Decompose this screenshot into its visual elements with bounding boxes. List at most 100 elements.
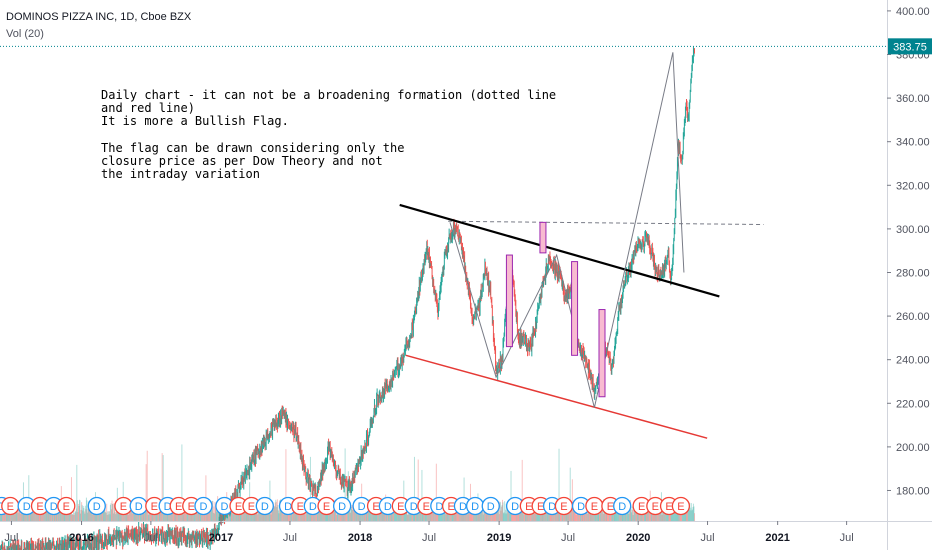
- volume-bar: [211, 500, 213, 521]
- volume-bar: [290, 509, 292, 521]
- volume-bar: [66, 513, 68, 521]
- volume-bar: [648, 508, 650, 521]
- event-marker-e: [57, 496, 76, 516]
- volume-bar: [252, 510, 254, 521]
- volume-bar: [177, 511, 179, 521]
- volume-bar: [72, 513, 74, 521]
- volume-bar: [353, 503, 355, 521]
- event-marker-label: E: [297, 501, 304, 513]
- volume-bar: [85, 497, 87, 521]
- x-tick-label: 2021: [765, 532, 789, 544]
- volume-bar: [181, 444, 183, 521]
- volume-bar: [479, 512, 481, 521]
- volume-bar: [253, 509, 255, 521]
- y-tick-label: 280.00: [896, 267, 930, 279]
- volume-bar: [484, 507, 486, 521]
- volume-bar: [110, 509, 112, 521]
- volume-bar: [588, 512, 590, 521]
- volume-bar: [76, 500, 78, 521]
- volume-bar: [66, 514, 68, 521]
- annotation-text[interactable]: Daily chart - it can not be a broadening…: [101, 88, 557, 182]
- volume-bar: [145, 509, 147, 521]
- volume-bar: [655, 509, 657, 521]
- volume-bar: [22, 511, 24, 521]
- volume-bar: [600, 510, 602, 521]
- volume-indicator-label[interactable]: Vol (20): [6, 28, 44, 40]
- volume-bar: [360, 513, 362, 521]
- volume-bar: [197, 508, 199, 521]
- earnings-dividend-markers[interactable]: DEDEDEDEDEDEEDDEEDDEDEDDEDEDEDEDDDDEEDED…: [0, 496, 691, 516]
- volume-bar: [564, 511, 566, 521]
- volume-bar: [6, 508, 8, 521]
- volume-bar: [207, 513, 209, 521]
- volume-bar: [489, 513, 491, 521]
- last-price-label: 383.75: [893, 41, 927, 53]
- event-marker-label: D: [618, 501, 626, 513]
- volume-bar: [358, 512, 360, 521]
- volume-bar: [40, 514, 42, 521]
- volume-bar: [546, 513, 548, 521]
- trend-drawings: [399, 52, 764, 439]
- volume-bar: [260, 512, 262, 521]
- volume-bar: [153, 509, 155, 521]
- volume-bar: [613, 514, 615, 521]
- volume-bar: [88, 501, 90, 521]
- event-marker-label: E: [423, 501, 430, 513]
- volume-bar: [437, 512, 439, 521]
- volume-bar: [475, 512, 477, 521]
- volume-bar: [675, 512, 677, 521]
- volume-bar: [489, 513, 491, 521]
- volume-bar: [444, 507, 446, 521]
- volume-bar: [503, 513, 505, 521]
- volume-bar: [282, 514, 284, 521]
- volume-bar: [276, 499, 278, 521]
- event-marker-label: D: [261, 501, 269, 513]
- time-axis[interactable]: Jul 2016 Jul 2017 Jul 2018 Jul 2019 Jul 2020 Jul 20…: [4, 521, 854, 544]
- volume-bar: [481, 505, 483, 521]
- volume-bar: [212, 501, 214, 521]
- price-axis[interactable]: 180.00 200.00 220.00 240.00 260.00 280.00 300.…: [887, 6, 930, 498]
- volume-bar: [103, 508, 105, 521]
- volume-bar: [336, 514, 338, 521]
- volume-bar: [178, 513, 180, 521]
- event-marker-label: D: [23, 501, 31, 513]
- volume-bar: [184, 508, 186, 521]
- volume-bar: [341, 510, 343, 521]
- volume-bar: [671, 509, 673, 521]
- volume-bar: [658, 509, 660, 521]
- volume-bar: [340, 511, 342, 521]
- volume-bar: [158, 510, 160, 521]
- volume-bar: [259, 511, 261, 521]
- volume-bar: [686, 510, 688, 521]
- volume-bar: [75, 508, 77, 521]
- volume-bar: [104, 501, 106, 521]
- volume-bar: [370, 512, 372, 521]
- volume-bar: [608, 511, 610, 521]
- volume-bar: [150, 512, 152, 521]
- volume-bar: [421, 469, 423, 521]
- volume-bar: [147, 514, 149, 521]
- volume-bar: [395, 513, 397, 521]
- volume-bar: [109, 504, 111, 521]
- volume-bar: [628, 514, 630, 521]
- volume-bar: [493, 513, 495, 521]
- volume-bar: [412, 509, 414, 521]
- volume-bar: [350, 509, 352, 521]
- volume-bar: [91, 514, 93, 521]
- event-marker-label: D: [487, 501, 495, 513]
- volume-bar: [426, 514, 428, 521]
- volume-bar: [183, 509, 185, 521]
- flag-upper-trendline: [399, 203, 720, 298]
- volume-bar: [208, 512, 210, 521]
- volume-bar: [386, 514, 388, 521]
- symbol-title[interactable]: DOMINOS PIZZA INC, 1D, Cboe BZX: [6, 11, 192, 23]
- volume-bar: [344, 512, 346, 521]
- volume-bar: [568, 510, 570, 521]
- volume-bar: [373, 513, 375, 521]
- volume-bar: [496, 510, 498, 521]
- volume-bar: [69, 512, 71, 521]
- volume-bar: [317, 505, 319, 521]
- volume-bar: [203, 514, 205, 521]
- volume-bar: [283, 509, 285, 521]
